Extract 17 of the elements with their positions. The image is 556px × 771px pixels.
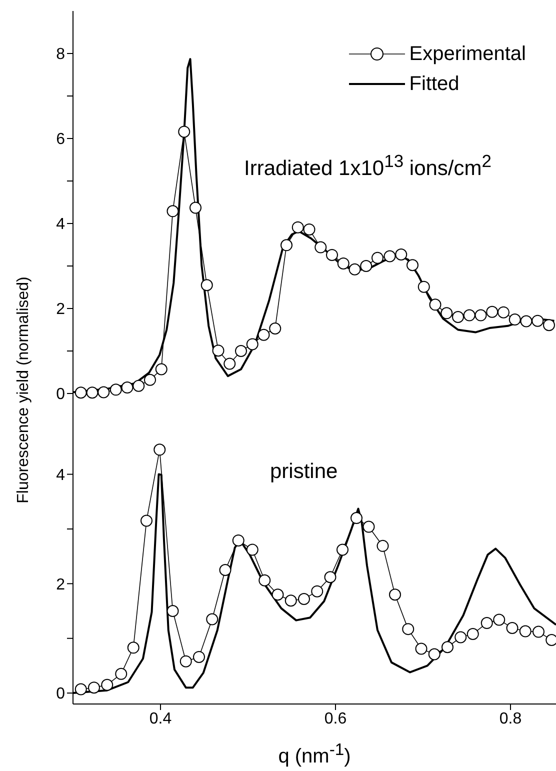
- legend-label: Experimental: [409, 42, 526, 66]
- y-axis-title: Fluorescence yield (normalised): [15, 276, 33, 504]
- y-tick-label: 8: [56, 46, 66, 64]
- legend-label: Fitted: [409, 72, 460, 96]
- x-tick-label: 0.6: [324, 710, 347, 728]
- y-tick-label: 0: [56, 386, 66, 404]
- x-axis-title: q (nm$^{-1}$): [277, 740, 352, 769]
- y-tick-label: 6: [56, 131, 66, 148]
- x-tick-label: 0.4: [149, 710, 172, 728]
- x-tick-label: 0.8: [499, 710, 522, 728]
- y-tick-label: 4: [56, 466, 66, 484]
- y-tick-label: 4: [56, 216, 66, 234]
- annotation: pristine: [270, 460, 338, 484]
- y-tick-label: 2: [56, 576, 66, 594]
- y-tick-label: 2: [56, 301, 66, 318]
- y-tick-label: 0: [56, 686, 66, 703]
- annotation: Irradiated 1x10$^{13}$ ions/cm$^{2}$: [244, 151, 492, 181]
